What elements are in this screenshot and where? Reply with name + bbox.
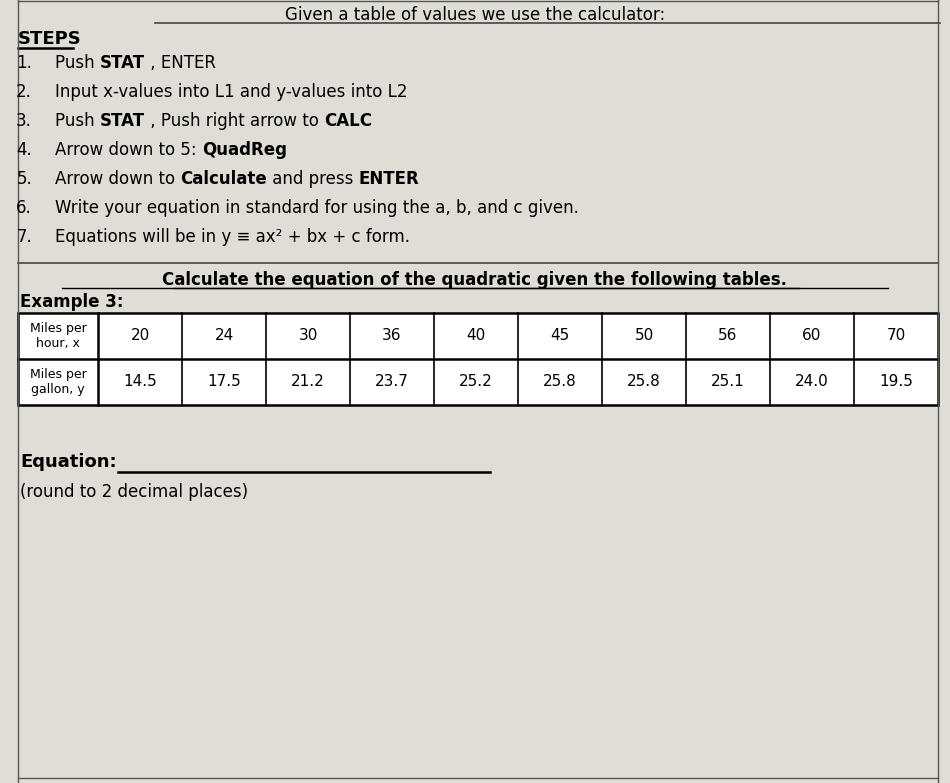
Text: 14.5: 14.5 <box>124 374 157 389</box>
Text: , Push right arrow to: , Push right arrow to <box>145 112 324 130</box>
Text: 25.2: 25.2 <box>459 374 493 389</box>
Text: 17.5: 17.5 <box>207 374 241 389</box>
Text: 1.: 1. <box>16 54 32 72</box>
Text: 21.2: 21.2 <box>291 374 325 389</box>
Text: Calculate: Calculate <box>180 170 267 188</box>
Text: 5.: 5. <box>16 170 32 188</box>
Text: CALC: CALC <box>324 112 372 130</box>
Text: 56: 56 <box>718 329 738 344</box>
Text: gallon, y: gallon, y <box>31 383 85 396</box>
Text: hour, x: hour, x <box>36 337 80 350</box>
Text: 19.5: 19.5 <box>879 374 913 389</box>
Text: Write your equation in standard for using the a, b, and c given.: Write your equation in standard for usin… <box>55 199 579 217</box>
Text: 6.: 6. <box>16 199 32 217</box>
Text: 7.: 7. <box>16 228 32 246</box>
Text: 70: 70 <box>886 329 905 344</box>
Text: 2.: 2. <box>16 83 32 101</box>
Text: Example 3:: Example 3: <box>20 293 124 311</box>
Text: Arrow down to 5:: Arrow down to 5: <box>55 141 201 159</box>
Text: 30: 30 <box>298 329 317 344</box>
Text: Push: Push <box>55 112 100 130</box>
Text: 4.: 4. <box>16 141 32 159</box>
Text: STAT: STAT <box>100 112 145 130</box>
Text: , ENTER: , ENTER <box>145 54 216 72</box>
Text: Miles per: Miles per <box>29 322 86 335</box>
Text: STEPS: STEPS <box>18 30 82 48</box>
Text: 36: 36 <box>382 329 402 344</box>
Text: 3.: 3. <box>16 112 32 130</box>
Text: Equation:: Equation: <box>20 453 117 471</box>
Text: QuadReg: QuadReg <box>201 141 287 159</box>
Text: 23.7: 23.7 <box>375 374 408 389</box>
Text: and press: and press <box>267 170 359 188</box>
Text: 60: 60 <box>803 329 822 344</box>
Text: Push: Push <box>55 54 100 72</box>
Text: Equations will be in y ≡ ax² + bx + c form.: Equations will be in y ≡ ax² + bx + c fo… <box>55 228 410 246</box>
Text: 20: 20 <box>130 329 150 344</box>
Bar <box>18 313 938 405</box>
Text: 40: 40 <box>466 329 485 344</box>
Text: Arrow down to: Arrow down to <box>55 170 180 188</box>
Text: Miles per: Miles per <box>29 368 86 381</box>
Text: 24.0: 24.0 <box>795 374 828 389</box>
Text: STAT: STAT <box>100 54 145 72</box>
Text: 45: 45 <box>550 329 570 344</box>
Text: 24: 24 <box>215 329 234 344</box>
Text: Input x-values into L1 and y-values into L2: Input x-values into L1 and y-values into… <box>55 83 408 101</box>
Text: ENTER: ENTER <box>359 170 420 188</box>
Bar <box>18 313 938 405</box>
Text: Calculate the equation of the quadratic given the following tables.: Calculate the equation of the quadratic … <box>162 271 788 289</box>
Text: Given a table of values we use the calculator:: Given a table of values we use the calcu… <box>285 6 665 24</box>
Text: (round to 2 decimal places): (round to 2 decimal places) <box>20 483 248 501</box>
Text: 25.1: 25.1 <box>712 374 745 389</box>
Text: 25.8: 25.8 <box>543 374 577 389</box>
Text: 50: 50 <box>635 329 654 344</box>
Text: 25.8: 25.8 <box>627 374 661 389</box>
